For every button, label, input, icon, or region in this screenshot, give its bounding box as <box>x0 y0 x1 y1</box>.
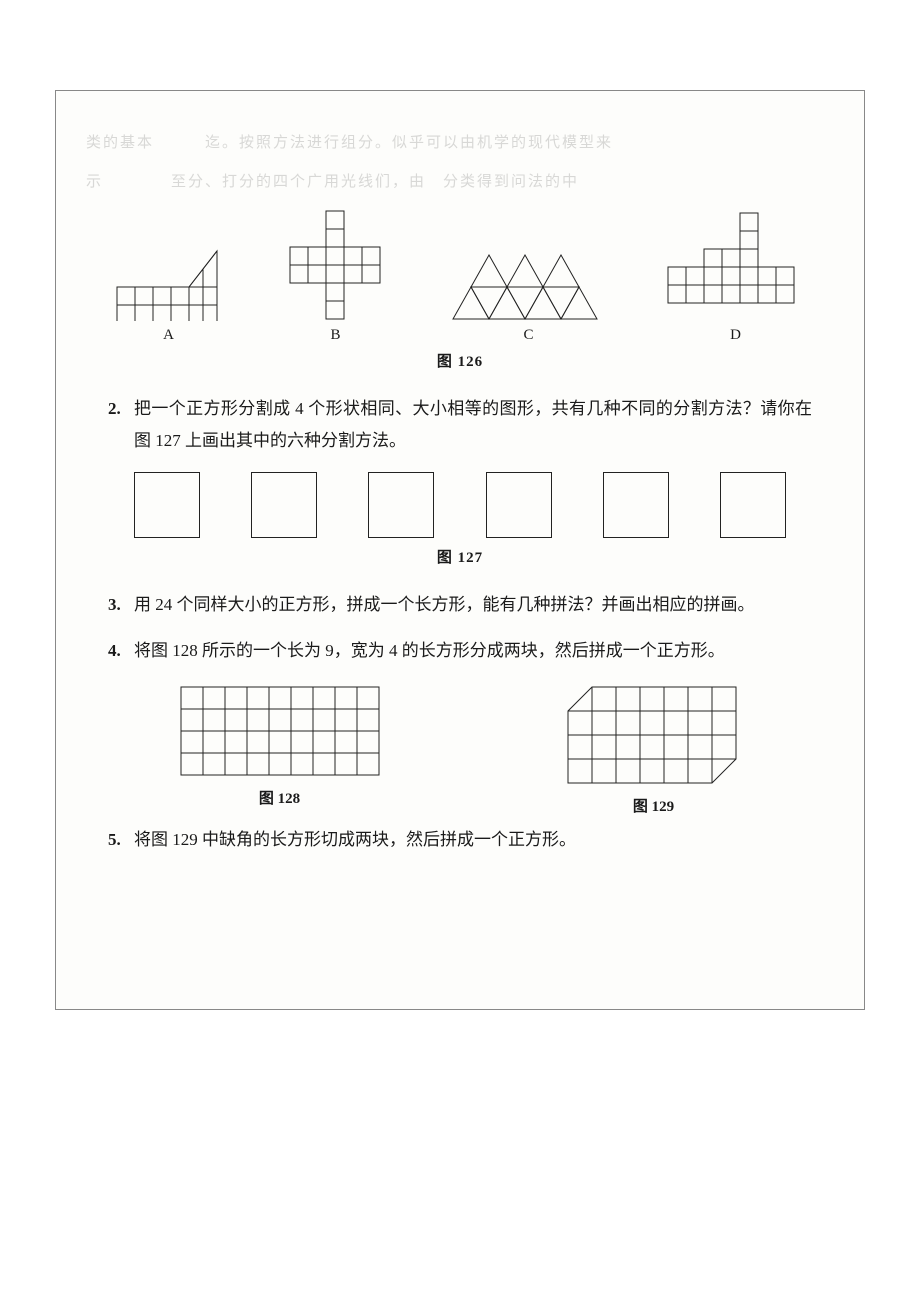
figures-128-129-row: 图 128 图 <box>86 681 834 816</box>
problem-2: 2. 把一个正方形分割成 4 个形状相同、大小相等的图形，共有几种不同的分割方法… <box>108 393 812 458</box>
problem-5: 5. 将图 129 中缺角的长方形切成两块，然后拼成一个正方形。 <box>108 824 812 856</box>
figure-129-caption: 图 129 <box>633 795 674 816</box>
shape-d: D <box>666 211 806 344</box>
figure-127-squares <box>108 472 812 538</box>
problem-3: 3. 用 24 个同样大小的正方形，拼成一个长方形，能有几种拼法？并画出相应的拼… <box>108 589 812 621</box>
shape-a: A <box>115 249 223 344</box>
shape-b-svg <box>280 209 392 321</box>
figure-126-row: A B <box>86 209 834 344</box>
ghost-text-line-1: 类的基本 迄。按照方法进行组分。似乎可以由机学的现代模型来 <box>86 131 834 152</box>
figure-128-svg <box>175 681 385 781</box>
shape-b: B <box>280 209 392 344</box>
shape-b-label: B <box>330 327 340 344</box>
problem-3-text: 用 24 个同样大小的正方形，拼成一个长方形，能有几种拼法？并画出相应的拼画。 <box>134 589 812 621</box>
ghost-text-line-2: 示 至分、打分的四个广用光线们，由 分类得到问法的中 <box>86 170 834 191</box>
blank-square <box>486 472 552 538</box>
problem-2-text: 把一个正方形分割成 4 个形状相同、大小相等的图形，共有几种不同的分割方法？请你… <box>134 393 812 458</box>
shape-d-svg <box>666 211 806 321</box>
problem-5-number: 5. <box>108 824 134 856</box>
shape-a-svg <box>115 249 223 321</box>
blank-square <box>134 472 200 538</box>
figure-128-caption: 图 128 <box>259 787 300 808</box>
problem-2-number: 2. <box>108 393 134 458</box>
figure-128: 图 128 <box>175 681 385 816</box>
blank-square <box>368 472 434 538</box>
problem-4-text: 将图 128 所示的一个长为 9，宽为 4 的长方形分成两块，然后拼成一个正方形… <box>134 635 812 667</box>
figure-129: 图 129 <box>562 681 746 816</box>
figure-129-svg <box>562 681 746 789</box>
blank-square <box>603 472 669 538</box>
shape-a-label: A <box>163 327 174 344</box>
figure-126-caption: 图 126 <box>86 350 834 371</box>
shape-c-label: C <box>523 327 533 344</box>
problem-5-text: 将图 129 中缺角的长方形切成两块，然后拼成一个正方形。 <box>134 824 812 856</box>
problem-3-number: 3. <box>108 589 134 621</box>
problem-4: 4. 将图 128 所示的一个长为 9，宽为 4 的长方形分成两块，然后拼成一个… <box>108 635 812 667</box>
figure-127-caption: 图 127 <box>86 546 834 567</box>
blank-square <box>720 472 786 538</box>
problem-4-number: 4. <box>108 635 134 667</box>
shape-d-label: D <box>730 327 741 344</box>
shape-c-svg <box>449 251 609 321</box>
page-frame: 类的基本 迄。按照方法进行组分。似乎可以由机学的现代模型来 示 至分、打分的四个… <box>55 90 865 1010</box>
blank-square <box>251 472 317 538</box>
shape-c: C <box>449 251 609 344</box>
